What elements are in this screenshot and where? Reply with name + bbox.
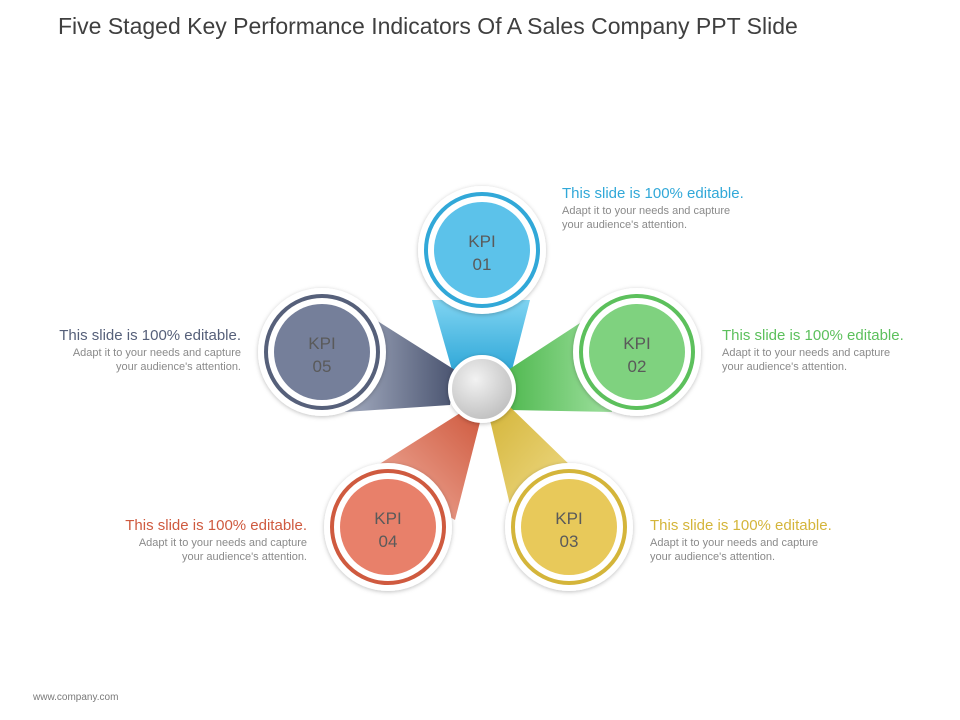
- callout-kpi-01-body: Adapt it to your needs and capture your a…: [562, 205, 731, 231]
- kpi-02-node: KPI 02: [573, 288, 701, 416]
- connector-kpi-01: [432, 300, 530, 370]
- callout-kpi-01-heading: This slide is 100% editable.: [562, 185, 744, 202]
- kpi-04-number: 04: [379, 532, 398, 551]
- callout-kpi-03-heading: This slide is 100% editable.: [650, 517, 832, 534]
- kpi-01-number: 01: [473, 255, 492, 274]
- callout-kpi-05: This slide is 100% editable. Adapt it to…: [0, 327, 241, 374]
- callout-kpi-03-body: Adapt it to your needs and capture your a…: [650, 537, 819, 563]
- callout-kpi-04: This slide is 100% editable. Adapt it to…: [47, 517, 307, 564]
- callout-kpi-03: This slide is 100% editable. Adapt it to…: [650, 517, 910, 564]
- kpi-03-node: KPI 03: [505, 463, 633, 591]
- kpi-02-label: KPI: [623, 334, 650, 353]
- center-hub: [448, 355, 516, 423]
- callout-kpi-04-heading: This slide is 100% editable.: [125, 517, 307, 534]
- callout-kpi-05-heading: This slide is 100% editable.: [59, 327, 241, 344]
- kpi-01-node: KPI 01: [418, 186, 546, 314]
- kpi-03-label: KPI: [555, 509, 582, 528]
- kpi-03-number: 03: [560, 532, 579, 551]
- slide-title: Five Staged Key Performance Indicators O…: [58, 13, 798, 39]
- kpi-01-label: KPI: [468, 232, 495, 251]
- kpi-04-label: KPI: [374, 509, 401, 528]
- kpi-02-number: 02: [628, 357, 647, 376]
- callout-kpi-05-body: Adapt it to your needs and capture your a…: [72, 347, 241, 373]
- kpi-05-number: 05: [313, 357, 332, 376]
- callout-kpi-01: This slide is 100% editable. Adapt it to…: [562, 185, 822, 232]
- kpi-05-label: KPI: [308, 334, 335, 353]
- callout-kpi-02-body: Adapt it to your needs and capture your a…: [722, 347, 891, 373]
- callout-kpi-02-heading: This slide is 100% editable.: [722, 327, 904, 344]
- kpi-04-node: KPI 04: [324, 463, 452, 591]
- footer-url: www.company.com: [33, 692, 119, 703]
- callout-kpi-04-body: Adapt it to your needs and capture your a…: [138, 537, 307, 563]
- connector-kpi-04: [370, 410, 480, 520]
- kpi-05-node: KPI 05: [258, 288, 386, 416]
- callout-kpi-02: This slide is 100% editable. Adapt it to…: [722, 327, 960, 374]
